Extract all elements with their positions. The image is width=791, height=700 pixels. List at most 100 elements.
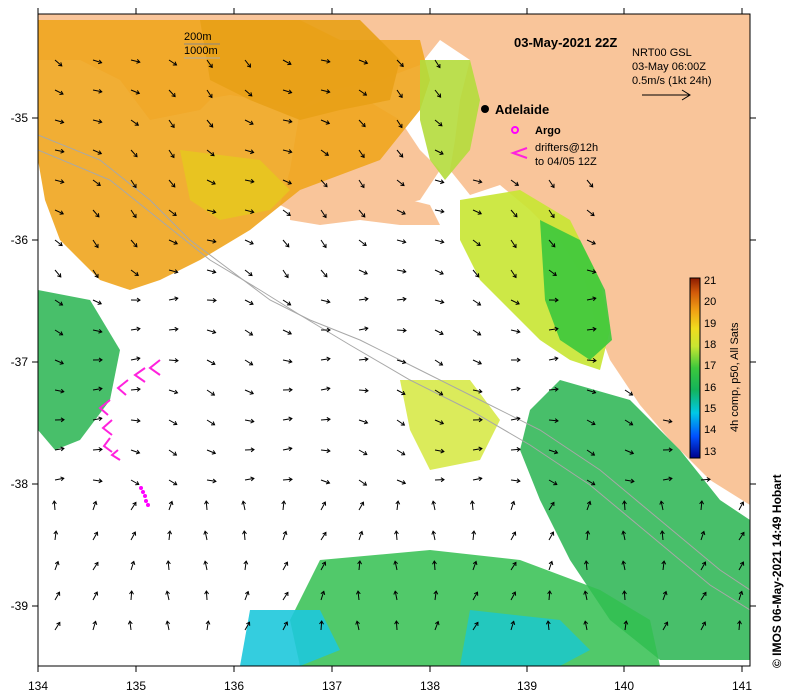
current-vector-head [208, 63, 213, 69]
current-vector [396, 269, 406, 273]
current-vector-head [554, 418, 559, 424]
current-vector-head [250, 418, 255, 424]
sst-cyan-south [240, 610, 340, 666]
current-vector-head [93, 531, 99, 536]
current-vector-head [363, 60, 369, 65]
current-vector [584, 621, 588, 631]
current-vector-head [326, 327, 331, 333]
current-vector-head [132, 183, 137, 189]
current-vector [130, 269, 139, 276]
current-vector-head [324, 151, 330, 156]
current-vector [662, 419, 672, 423]
current-vector-head [287, 330, 293, 335]
current-vector-head [628, 421, 634, 426]
current-vector [282, 149, 292, 153]
current-info-line2: 03-May 06:00Z [632, 61, 706, 73]
current-vector [206, 419, 215, 426]
current-vector [396, 179, 405, 186]
current-vector [244, 179, 254, 183]
argo-float [139, 486, 143, 490]
current-vector [166, 621, 170, 631]
current-vector-head [58, 62, 63, 67]
drifter-track-f [102, 437, 113, 453]
current-vector-head [288, 149, 293, 154]
colorbar-tick: 16 [704, 382, 716, 394]
colorbar-tick: 14 [704, 424, 716, 436]
current-vector [54, 389, 64, 393]
current-vector [54, 299, 63, 306]
current-vector [92, 479, 102, 482]
current-vector-head [249, 240, 254, 245]
current-vector [358, 209, 366, 218]
current-vector-head [545, 620, 551, 625]
current-vector-head [59, 360, 65, 365]
current-vector [700, 531, 705, 541]
current-vector-head [245, 590, 250, 596]
current-vector [396, 298, 406, 301]
current-vector-head [98, 386, 103, 392]
current-vector-head [516, 386, 521, 392]
current-vector [434, 419, 444, 425]
current-vector [434, 621, 439, 631]
current-vector-head [60, 148, 65, 154]
current-vector [434, 179, 444, 183]
current-vector-head [591, 420, 596, 426]
current-vector [434, 449, 444, 453]
current-vector-head [93, 591, 99, 596]
current-vector [548, 561, 553, 571]
current-vector [396, 209, 406, 215]
current-vector [206, 89, 213, 98]
current-vector-head [477, 210, 483, 215]
current-vector-head [401, 480, 407, 485]
current-vector [510, 501, 515, 511]
colorbar-label: 4h comp, p50, All Sats [729, 322, 741, 432]
current-vector-head [516, 357, 521, 363]
current-vector [244, 269, 253, 276]
current-vector-head [135, 449, 141, 455]
current-vector [320, 561, 326, 571]
current-vector-head [668, 447, 673, 453]
current-vector [320, 209, 327, 218]
current-vector-head [364, 356, 369, 362]
current-vector-head [131, 531, 137, 536]
current-vector-head [281, 500, 287, 505]
argo-label: Argo [535, 125, 561, 137]
current-vector [510, 591, 516, 601]
current-vector [472, 591, 478, 601]
current-vector-head [285, 243, 290, 248]
current-vector [358, 239, 367, 246]
current-vector-head [439, 150, 444, 155]
current-vector-head [400, 182, 405, 187]
current-vector [54, 269, 62, 278]
current-vector [662, 477, 672, 481]
current-vector-head [288, 446, 293, 452]
current-vector [548, 590, 551, 601]
argo-legend: Argo [511, 125, 561, 137]
current-vector-head [550, 213, 555, 219]
current-vector [168, 359, 179, 362]
current-vector-head [510, 620, 516, 626]
current-vector [700, 561, 706, 571]
current-vector-head [622, 590, 627, 595]
current-vector [54, 209, 64, 215]
current-vector [92, 299, 102, 305]
current-vector-head [512, 273, 517, 279]
current-vector-head [248, 92, 253, 97]
current-vector [54, 119, 64, 123]
current-vector [396, 389, 406, 395]
current-vector-head [59, 210, 65, 215]
current-vector [320, 119, 330, 124]
current-vector [472, 531, 475, 541]
current-vector [244, 561, 247, 571]
current-vector [206, 359, 216, 365]
current-vector [358, 389, 369, 392]
current-vector [282, 299, 291, 306]
current-vector-head [512, 243, 517, 249]
current-vector-head [629, 450, 635, 455]
current-vector [396, 119, 403, 128]
current-vector-head [433, 590, 439, 595]
current-vector [244, 89, 253, 97]
current-vector-head [364, 388, 369, 393]
current-vector-head [172, 61, 178, 66]
current-vector [510, 239, 517, 248]
